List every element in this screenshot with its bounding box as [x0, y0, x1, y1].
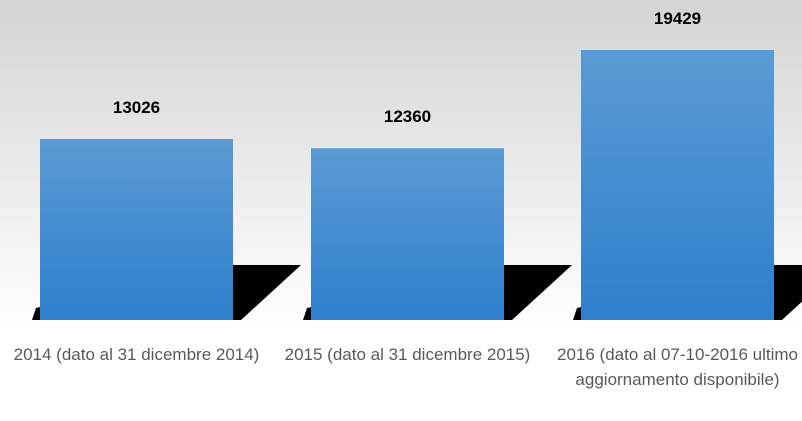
x-tick-label: 2014 (dato al 31 dicembre 2014)	[13, 345, 260, 364]
data-label: 19429	[654, 9, 701, 28]
x-tick-label: 2016 (dato al 07-10-2016 ultimo aggiorna…	[557, 345, 798, 389]
data-label: 12360	[384, 107, 431, 126]
bar	[311, 148, 504, 320]
data-label: 13026	[113, 98, 160, 117]
bar	[581, 50, 774, 320]
bar	[40, 138, 233, 320]
x-tick-label: 2015 (dato al 31 dicembre 2015)	[284, 345, 531, 364]
